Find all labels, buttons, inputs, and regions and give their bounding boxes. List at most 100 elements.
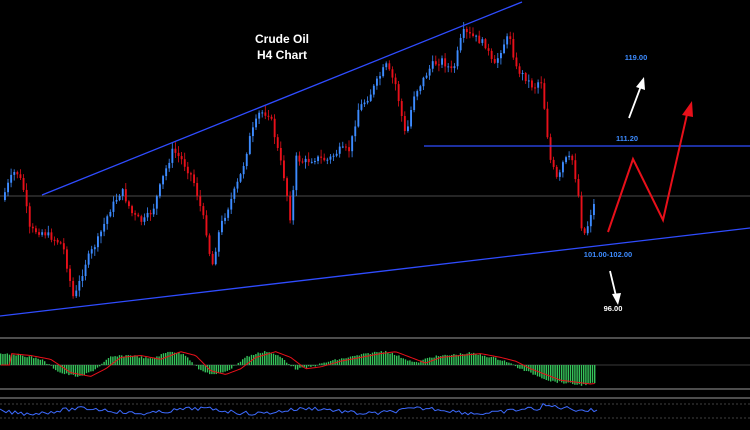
candle <box>397 80 400 107</box>
macd-bar <box>382 352 385 365</box>
candle <box>422 76 425 90</box>
macd-bar <box>222 365 224 373</box>
macd-bar <box>356 355 358 365</box>
macd-bar <box>239 361 242 365</box>
candle-body <box>478 35 481 43</box>
macd-bar <box>85 365 88 374</box>
candle-body <box>190 173 192 175</box>
candle-body <box>177 152 180 157</box>
macd-bar <box>380 351 382 365</box>
candle <box>124 183 127 204</box>
candle-body <box>524 73 527 82</box>
macd-bar <box>136 355 138 365</box>
candle-body <box>428 68 431 76</box>
candle-body <box>348 147 350 152</box>
candle-body <box>59 242 62 244</box>
macd-bar <box>215 365 217 375</box>
macd-bar <box>92 365 94 372</box>
macd-bar <box>200 365 202 371</box>
candle <box>496 52 499 69</box>
candle <box>527 74 530 88</box>
candle-body <box>149 212 152 215</box>
macd-bar <box>35 357 37 365</box>
white-up-arrow <box>628 85 642 119</box>
macd-bar <box>2 354 4 365</box>
candle-body <box>447 66 450 68</box>
candle <box>419 84 422 95</box>
candle-body <box>66 249 68 269</box>
candle-body <box>87 253 90 265</box>
candle <box>304 155 307 169</box>
macd-bar <box>242 359 244 365</box>
candle-body <box>546 108 549 138</box>
macd-bar <box>578 365 580 385</box>
candle <box>13 169 16 181</box>
candle <box>103 217 106 237</box>
macd-bar <box>184 355 187 365</box>
candle-body <box>580 195 583 229</box>
macd-bar <box>514 365 517 367</box>
candle <box>168 158 171 172</box>
candle <box>295 152 298 197</box>
candle-body <box>323 157 326 161</box>
macd-signal-line <box>0 351 595 385</box>
candle-body <box>56 239 59 243</box>
candle-body <box>500 53 502 59</box>
macd-bar <box>569 365 572 383</box>
candle <box>180 152 183 165</box>
macd-bar <box>103 361 105 365</box>
macd-bar <box>182 353 184 365</box>
candle-body <box>276 137 279 148</box>
candle-body <box>571 155 574 161</box>
candle-body <box>506 36 509 45</box>
candle-body <box>354 126 357 137</box>
candle <box>56 238 59 245</box>
macd-bar <box>341 358 343 365</box>
candlesticks <box>4 22 595 299</box>
candle-body <box>258 112 261 119</box>
macd-bar <box>57 365 59 372</box>
candle-body <box>394 77 397 85</box>
macd-bar <box>180 354 182 365</box>
candle <box>586 221 589 236</box>
candle-body <box>391 69 394 78</box>
macd-bar <box>158 356 160 365</box>
macd-bar <box>39 359 41 365</box>
macd-bar <box>369 354 371 365</box>
macd-bar <box>409 360 411 365</box>
macd-bar <box>325 362 327 365</box>
oscillator-panel <box>0 402 750 419</box>
macd-bar <box>272 353 275 365</box>
candle <box>580 191 583 231</box>
candle-body <box>78 280 81 291</box>
candle <box>434 55 437 66</box>
macd-bar <box>420 360 422 365</box>
candle-body <box>19 174 22 179</box>
candle <box>341 141 344 149</box>
candle <box>562 160 564 178</box>
candle <box>35 225 37 235</box>
macd-bar <box>61 365 63 374</box>
candle-body <box>35 228 37 233</box>
candle <box>7 179 9 197</box>
macd-bar <box>226 365 228 371</box>
macd-bar <box>195 365 198 366</box>
candle <box>503 39 505 55</box>
candle <box>131 204 133 217</box>
macd-bar <box>138 357 140 365</box>
candle-body <box>131 206 133 214</box>
candle-body <box>217 232 220 252</box>
candle <box>128 200 130 209</box>
macd-bar <box>220 365 222 373</box>
candle <box>351 135 354 158</box>
macd-bar <box>561 365 563 383</box>
candle-body <box>90 249 93 254</box>
candle-body <box>103 223 106 232</box>
macd-bar <box>330 360 332 365</box>
candle-body <box>441 58 443 65</box>
candle <box>372 83 375 98</box>
candle <box>425 72 428 79</box>
candle-body <box>537 82 540 88</box>
red-arrowhead-icon <box>682 101 693 117</box>
macd-bar <box>191 362 193 365</box>
